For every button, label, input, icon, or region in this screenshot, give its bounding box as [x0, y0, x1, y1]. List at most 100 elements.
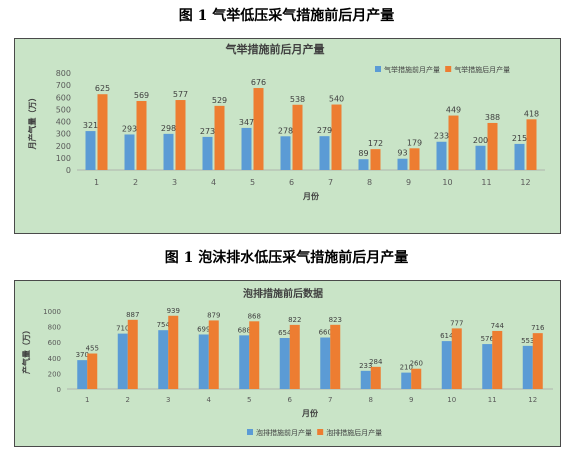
chart2-data-label: 744	[491, 322, 505, 330]
chart1-y-tick-label: 700	[56, 81, 71, 90]
chart1-data-label: 293	[122, 124, 137, 133]
chart1-x-tick-label: 11	[481, 178, 491, 187]
chart2-bar-after	[249, 321, 260, 389]
chart1-bar-after	[136, 101, 147, 170]
chart1-bar-before	[319, 136, 330, 170]
chart1-data-label: 529	[212, 96, 227, 105]
chart2-data-label: 614	[440, 332, 454, 340]
chart1-bar-after	[292, 104, 303, 170]
chart1-bar-before	[280, 136, 291, 170]
chart2-data-label: 823	[329, 316, 342, 324]
figure-1-caption: 图 1 气举低压采气措施前后月产量	[178, 8, 395, 24]
chart2-bar-before	[158, 330, 169, 389]
chart2-x-tick-label: 11	[488, 396, 497, 404]
chart2-data-label: 887	[126, 311, 139, 319]
chart1-data-label: 347	[239, 118, 254, 127]
chart1-bar-before	[475, 145, 486, 170]
chart1-bar-before	[436, 141, 447, 170]
chart2-data-label: 688	[238, 326, 251, 334]
chart1-y-tick-label: 300	[56, 130, 71, 139]
chart2-data-label: 716	[531, 324, 545, 332]
chart2-data-label: 868	[248, 312, 261, 320]
chart1-data-label: 200	[473, 136, 488, 145]
chart1-x-tick-label: 9	[406, 178, 411, 187]
chart1-data-label: 93	[397, 149, 407, 158]
chart2-bar-after	[370, 366, 381, 389]
chart1-y-tick-label: 200	[56, 142, 71, 151]
chart2-y-tick-label: 400	[48, 355, 61, 363]
chart2-bar-after	[451, 328, 462, 389]
chart2-data-label: 576	[481, 335, 495, 343]
chart1-bar-after	[331, 104, 342, 170]
chart1-data-label: 449	[446, 106, 461, 115]
chart1-bar-after	[253, 88, 264, 170]
chart1-bar-before	[85, 131, 96, 170]
chart2-x-tick-label: 9	[409, 396, 413, 404]
chart2-x-tick-label: 3	[166, 396, 170, 404]
chart1-legend-label: 气举措施前月产量	[384, 65, 440, 74]
chart2-bar-after	[411, 368, 422, 389]
chart1-bar-before	[397, 158, 408, 170]
chart1-bar-after	[409, 148, 420, 170]
chart1-x-tick-label: 12	[520, 178, 530, 187]
chart1-bar-after	[526, 119, 537, 170]
chart2-data-label: 455	[86, 345, 99, 353]
chart1-data-label: 233	[434, 132, 449, 141]
chart2-bar-before	[117, 333, 128, 389]
chart1-bar-after	[448, 115, 459, 170]
chart1-data-label: 625	[95, 84, 110, 93]
chart2-title: 泡排措施前后数据	[243, 287, 323, 300]
chart2-bar-before	[279, 337, 290, 389]
chart2-y-tick-label: 0	[57, 386, 61, 394]
chart2-y-tick-label: 1000	[43, 308, 61, 316]
chart2-bar-before	[401, 372, 412, 389]
chart1-data-label: 569	[134, 91, 149, 100]
chart2-x-tick-label: 7	[328, 396, 332, 404]
chart1-y-tick-label: 600	[56, 93, 71, 102]
chart2-y-tick-label: 600	[48, 339, 61, 347]
chart1-y-tick-label: 800	[56, 69, 71, 78]
chart1-x-tick-label: 10	[442, 178, 452, 187]
chart1-y-axis-label: 月产气量（万）	[27, 94, 37, 151]
chart2-data-label: 260	[410, 360, 423, 368]
chart1-bar-before	[514, 143, 525, 170]
chart2-bar-before	[198, 334, 209, 389]
chart2-bar-before	[522, 345, 533, 389]
chart1-data-label: 388	[485, 113, 500, 122]
chart2-data-label: 553	[521, 337, 534, 345]
chart1-x-tick-label: 3	[172, 178, 177, 187]
chart2-y-tick-label: 200	[48, 370, 61, 378]
chart2-bar-after	[87, 353, 98, 389]
chart2-data-label: 210	[400, 364, 413, 372]
chart1-y-tick-label: 0	[66, 166, 71, 175]
chart1-x-tick-label: 6	[289, 178, 294, 187]
chart2-x-tick-label: 1	[85, 396, 89, 404]
chart2-bar-after	[492, 330, 503, 389]
figure-2-caption: 图 1 泡沫排水低压采气措施前后月产量	[164, 250, 409, 266]
chart1-x-tick-label: 2	[133, 178, 138, 187]
chart1-data-label: 215	[512, 134, 527, 143]
chart2-bar-after	[532, 333, 543, 389]
chart2-x-tick-label: 6	[288, 396, 293, 404]
chart2-data-label: 284	[369, 358, 383, 366]
chart2-x-tick-label: 5	[247, 396, 251, 404]
chart2-legend-label: 泡排措施后月产量	[326, 428, 382, 437]
chart1-data-label: 540	[329, 95, 344, 104]
chart1-bar-after	[97, 94, 108, 170]
chart2-x-axis-label: 月份	[301, 408, 319, 418]
chart1-legend-swatch	[445, 66, 452, 72]
chart2-data-label: 710	[116, 325, 129, 333]
chart1-data-label: 279	[317, 126, 332, 135]
chart1-x-tick-label: 1	[94, 178, 99, 187]
chart2-x-tick-label: 2	[126, 396, 130, 404]
chart2-data-label: 654	[278, 329, 292, 337]
chart2-x-tick-label: 10	[447, 396, 456, 404]
chart-panel-gas-lift: 气举措施前后月产量 0 100 200 300 400 500 600 700 800 321 625…	[14, 38, 561, 234]
chart2-bar-before	[441, 341, 452, 389]
chart1-y-tick-label: 400	[56, 118, 71, 127]
chart1-data-label: 577	[173, 90, 188, 99]
chart1-data-label: 89	[358, 149, 368, 158]
chart1-data-label: 676	[251, 78, 266, 87]
chart2-legend-swatch	[247, 429, 253, 435]
chart2-bar-after	[168, 315, 179, 389]
